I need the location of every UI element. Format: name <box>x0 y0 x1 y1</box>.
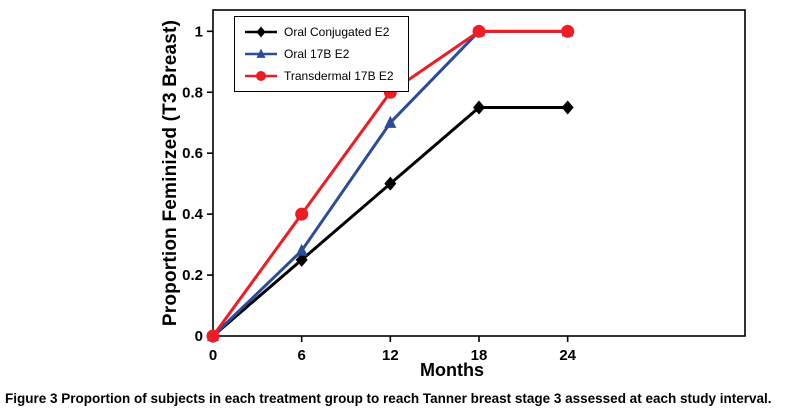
chart-svg: 0 0.2 0.4 0.6 0.8 1 0 6 12 18 24 <box>182 9 746 364</box>
legend-key-triangle-icon <box>245 48 277 58</box>
circle-marker-icon <box>295 207 309 221</box>
y-tick-label: 0.6 <box>182 145 203 162</box>
legend-item: Transdermal 17B E2 <box>244 69 394 83</box>
chart-legend: Oral Conjugated E2 Oral 17B E2 Transderm… <box>234 16 409 92</box>
y-tick-label: 0.4 <box>182 206 204 223</box>
y-tick-label: 1 <box>195 23 203 40</box>
x-tick-label: 24 <box>559 347 576 364</box>
y-axis-label: Proportion Feminized (T3 Breast) <box>160 19 181 327</box>
legend-label: Transdermal 17B E2 <box>284 69 394 83</box>
legend-label: Oral Conjugated E2 <box>284 25 390 39</box>
circle-marker-icon <box>256 71 266 81</box>
x-tick-label: 6 <box>297 347 305 364</box>
figure-caption: Figure 3 Proportion of subjects in each … <box>5 391 791 406</box>
legend-item: Oral Conjugated E2 <box>244 25 394 39</box>
y-tick-label: 0 <box>195 328 203 345</box>
circle-marker-icon <box>206 329 220 343</box>
diamond-marker-icon <box>256 26 266 38</box>
diamond-marker-icon <box>384 176 397 191</box>
diamond-marker-icon <box>295 252 308 267</box>
legend-label: Oral 17B E2 <box>284 47 350 61</box>
circle-marker-icon <box>472 24 486 38</box>
legend-item: Oral 17B E2 <box>244 47 394 61</box>
y-tick-label: 0.2 <box>182 267 203 284</box>
diamond-marker-icon <box>561 100 574 115</box>
diamond-marker-icon <box>473 100 485 115</box>
legend-key-circle-icon <box>245 71 277 81</box>
triangle-marker-icon <box>295 243 308 256</box>
x-tick-label: 0 <box>209 347 217 364</box>
legend-key-diamond-icon <box>245 26 277 38</box>
x-tick-label: 12 <box>382 347 399 364</box>
x-axis-label: Months <box>420 360 484 380</box>
x-tick-label: 18 <box>471 347 488 364</box>
series-line <box>212 105 568 338</box>
figure-caption-label: Figure 3 <box>5 391 58 406</box>
triangle-marker-icon <box>256 48 266 58</box>
circle-marker-icon <box>561 24 575 38</box>
figure-caption-text: Proportion of subjects in each treatment… <box>61 391 772 406</box>
y-tick-label: 0.8 <box>182 84 203 101</box>
triangle-marker-icon <box>384 115 397 128</box>
